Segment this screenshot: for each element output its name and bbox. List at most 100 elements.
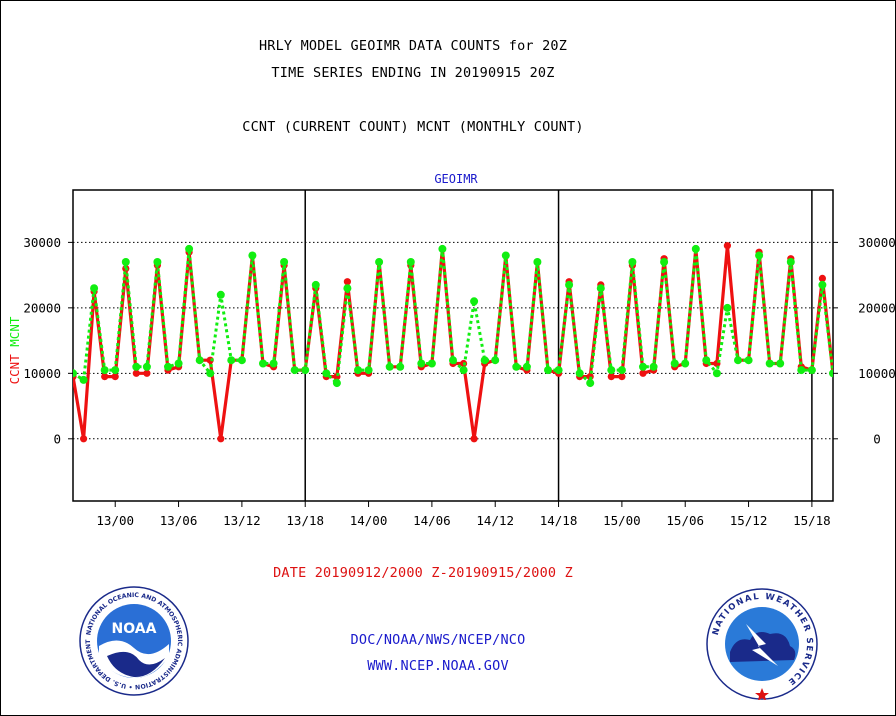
data-point-ccnt — [143, 369, 151, 377]
data-point-mcnt — [417, 359, 426, 368]
data-point-mcnt — [216, 290, 225, 299]
series-group — [73, 242, 833, 443]
data-point-ccnt — [132, 369, 140, 377]
data-point-mcnt — [723, 303, 732, 312]
data-point-mcnt — [396, 362, 405, 371]
data-point-ccnt — [217, 435, 225, 443]
x-tick-label: 14/12 — [476, 513, 514, 528]
data-point-mcnt — [385, 362, 394, 371]
data-point-mcnt — [248, 251, 257, 260]
data-point-mcnt — [501, 251, 510, 260]
data-point-mcnt — [681, 359, 690, 368]
data-point-mcnt — [712, 369, 721, 378]
noaa-logo: NATIONAL OCEANIC AND ATMOSPHERIC ADMINIS… — [79, 586, 189, 696]
x-tick-label: 13/18 — [286, 513, 324, 528]
data-point-mcnt — [480, 356, 489, 365]
data-point-mcnt — [301, 366, 310, 375]
y-tick-label-right: 30000 — [858, 235, 896, 250]
x-tick-label: 13/00 — [96, 513, 134, 528]
data-point-mcnt — [691, 244, 700, 253]
data-point-mcnt — [237, 356, 246, 365]
data-point-mcnt — [628, 258, 637, 266]
chart-subtitle: GEOIMR — [434, 172, 478, 186]
data-point-mcnt — [459, 366, 468, 375]
data-point-mcnt — [375, 258, 384, 266]
nws-logo: NATIONAL WEATHER SERVICE — [706, 588, 818, 700]
x-tick-label: 15/06 — [666, 513, 704, 528]
org-text: DOC/NOAA/NWS/NCEP/NCO — [350, 632, 526, 648]
data-point-mcnt — [259, 359, 267, 368]
data-point-mcnt — [269, 359, 278, 368]
chart-title-line1: HRLY MODEL GEOIMR DATA COUNTS for 20Z — [258, 38, 568, 54]
data-point-mcnt — [153, 258, 162, 266]
data-point-ccnt — [723, 242, 732, 250]
x-tick-label: 14/18 — [540, 513, 578, 528]
data-point-mcnt — [565, 280, 574, 289]
data-point-mcnt — [829, 369, 833, 378]
data-point-ccnt — [607, 373, 615, 381]
x-tick-label: 15/00 — [603, 513, 641, 528]
x-tick-label: 15/18 — [793, 513, 831, 528]
data-point-mcnt — [554, 366, 563, 375]
data-point-ccnt — [343, 278, 351, 286]
data-point-mcnt — [227, 356, 236, 365]
data-point-mcnt — [185, 244, 194, 253]
data-point-mcnt — [734, 356, 742, 365]
data-point-mcnt — [744, 356, 753, 365]
date-range-text: DATE 20190912/2000 Z-20190915/2000 Z — [273, 565, 573, 581]
x-tick-label: 13/06 — [160, 513, 198, 528]
url-link[interactable]: WWW.NCEP.NOAA.GOV — [367, 658, 509, 674]
data-point-mcnt — [533, 258, 542, 266]
data-point-mcnt — [332, 379, 341, 388]
data-point-mcnt — [617, 366, 626, 375]
data-point-mcnt — [195, 356, 204, 365]
data-point-mcnt — [470, 297, 479, 306]
data-point-mcnt — [670, 359, 679, 368]
chart-title-line2: TIME SERIES ENDING IN 20190915 20Z — [271, 65, 555, 81]
x-tick-label: 15/12 — [730, 513, 768, 528]
y-tick-label-right: 0 — [873, 431, 881, 446]
data-point-mcnt — [491, 356, 500, 365]
data-point-mcnt — [586, 379, 595, 388]
data-point-mcnt — [575, 369, 584, 378]
data-point-mcnt — [343, 284, 352, 293]
data-point-ccnt — [618, 373, 626, 381]
data-point-mcnt — [765, 359, 774, 368]
data-point-mcnt — [322, 369, 331, 378]
data-point-mcnt — [174, 359, 183, 368]
data-point-mcnt — [512, 362, 521, 371]
x-tick-label: 13/12 — [223, 513, 261, 528]
data-point-mcnt — [639, 362, 647, 371]
data-point-mcnt — [776, 359, 785, 368]
data-point-mcnt — [797, 366, 806, 375]
data-point-mcnt — [90, 284, 99, 293]
y-tick-label-right: 20000 — [858, 300, 896, 315]
x-tick-label: 14/00 — [350, 513, 388, 528]
data-point-mcnt — [121, 258, 130, 266]
data-point-mcnt — [100, 366, 109, 375]
data-point-mcnt — [311, 280, 320, 289]
data-point-mcnt — [649, 362, 658, 371]
data-point-ccnt — [101, 373, 109, 381]
y-axis-label: CCNT MCNT — [7, 316, 22, 384]
chart-title-line3: CCNT (CURRENT COUNT) MCNT (MONTHLY COUNT… — [242, 119, 584, 135]
data-point-mcnt — [755, 251, 764, 260]
noaa-wordmark: NOAA — [112, 621, 157, 637]
data-point-mcnt — [73, 369, 77, 378]
data-point-mcnt — [406, 258, 415, 266]
data-point-ccnt — [111, 373, 119, 381]
data-point-mcnt — [79, 375, 88, 384]
data-point-mcnt — [607, 366, 616, 375]
data-point-mcnt — [290, 366, 299, 375]
data-point-mcnt — [702, 356, 711, 365]
data-point-mcnt — [280, 258, 289, 266]
data-point-mcnt — [449, 356, 457, 365]
y-axis-label-ccnt: CCNT — [7, 354, 22, 385]
data-point-ccnt — [818, 274, 827, 282]
data-point-mcnt — [132, 362, 141, 371]
data-point-mcnt — [142, 362, 151, 371]
y-tick-label-left: 0 — [53, 431, 61, 446]
data-point-mcnt — [596, 284, 605, 293]
data-point-mcnt — [206, 369, 215, 378]
